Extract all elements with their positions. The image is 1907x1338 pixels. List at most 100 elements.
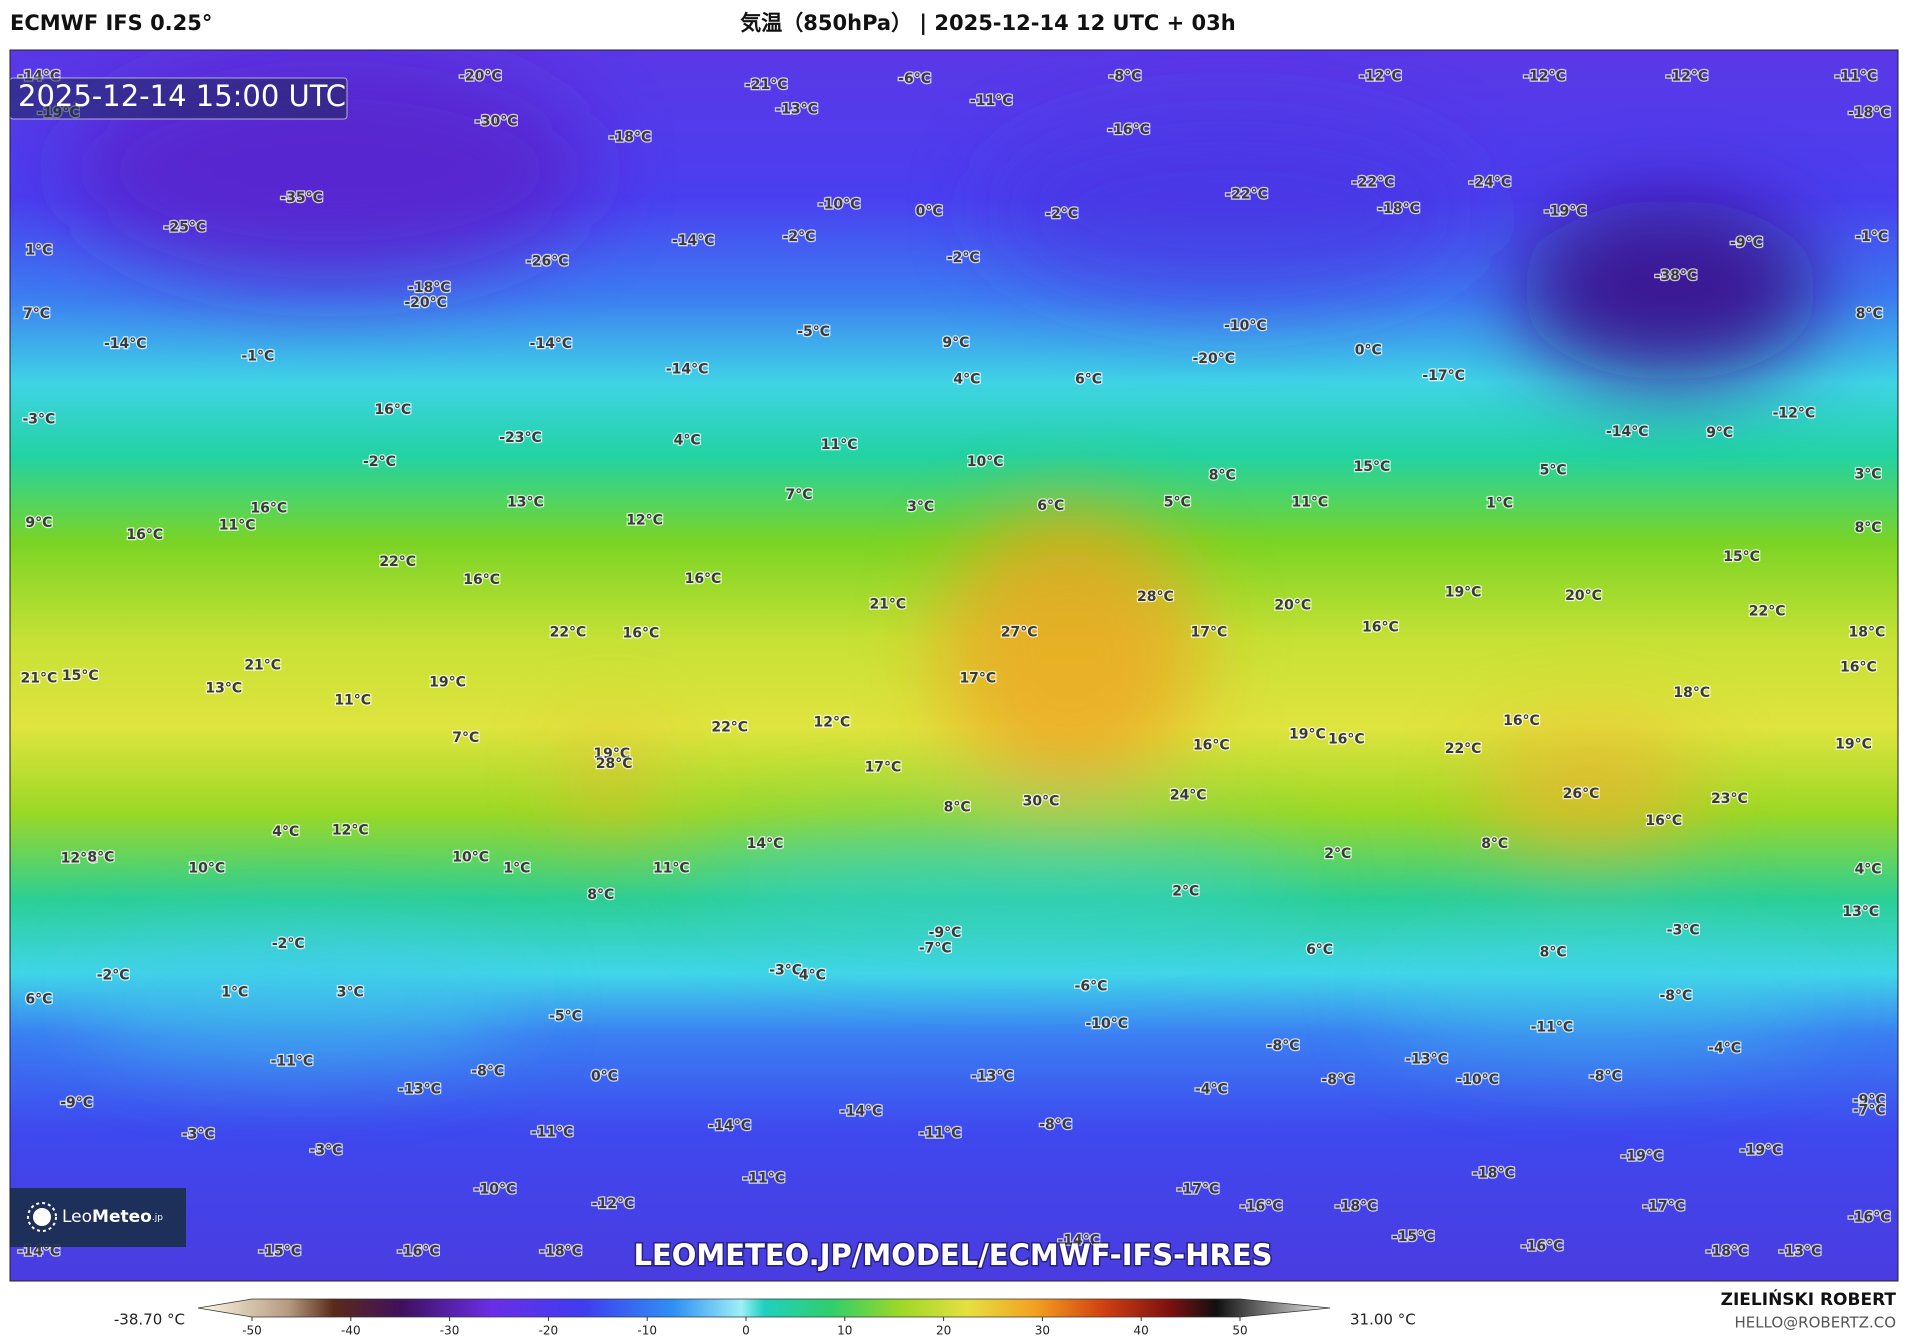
temperature-label: 12°C [332,823,369,839]
map: -14°C -19°C -20°C -21°C -6°C -8°C -12°C -12°C -1… [10,50,1898,1281]
temperature-label: 11°C [653,860,690,876]
temperature-label: 8°C [1855,520,1882,536]
temperature-label: 0°C [916,204,943,220]
temperature-label: -9°C [1853,1093,1886,1109]
temperature-label: 21°C [244,657,281,673]
temperature-label: 22°C [379,554,416,570]
temperature-label: 22°C [1749,604,1786,620]
temperature-label: -17°C [1642,1198,1685,1214]
colorbar-tick-label: 50 [1232,1324,1247,1338]
temperature-label: -18°C [1472,1166,1515,1182]
temperature-label: 6°C [25,992,52,1008]
map-frame [9,49,1899,1282]
temperature-label: 8°C [587,887,614,903]
temperature-label: 13°C [507,494,544,510]
temperature-label: -7°C [1853,1102,1886,1118]
temperature-label: 18°C [1848,624,1885,640]
temperature-label: -20°C [1192,351,1235,367]
temperature-label: 8°C [87,849,114,865]
temperature-label: 1°C [221,984,248,1000]
temperature-label: -24°C [1469,174,1512,190]
temperature-label: 14°C [747,836,784,852]
temperature-label: -12°C [1359,69,1402,85]
temperature-label: 4°C [799,967,826,983]
temperature-label: -13°C [775,101,818,117]
temperature-anomalies [70,60,1820,1060]
temperature-label: 4°C [272,824,299,840]
logo-rays [27,1202,57,1232]
temperature-label: 17°C [959,671,996,687]
temperature-label: -11°C [919,1125,962,1141]
colorbar-max: 31.00 °C [1350,1311,1416,1329]
temperature-label: -20°C [459,69,502,85]
temperature-label: 3°C [1855,466,1882,482]
colorbar-tick-label: 40 [1134,1324,1149,1338]
temperature-label: -12°C [592,1196,635,1212]
chart-title: 気温（850hPa） | 2025-12-14 12 UTC + 03h [740,11,1235,36]
temperature-label: -18°C [1848,105,1891,121]
temperature-label: -2°C [1045,206,1078,222]
temperature-label: 20°C [1274,598,1311,614]
time-box [10,77,348,120]
temperature-label: 16°C [126,527,163,543]
temperature-label: -11°C [970,93,1013,109]
colorbar-tick-label: -10 [637,1324,657,1338]
temperature-label: -2°C [272,936,305,952]
temperature-label: 0°C [591,1068,618,1084]
temperature-label: -14°C [840,1104,883,1120]
temperature-label: -11°C [1531,1020,1574,1036]
temperature-label: -22°C [1352,174,1395,190]
temperature-label: -16°C [1521,1239,1564,1255]
temperature-label: -8°C [1321,1072,1354,1088]
temperature-label: -14°C [530,336,573,352]
temperature-label: -12°C [1523,69,1566,85]
temperature-label: -23°C [499,430,542,446]
temperature-label: -13°C [971,1068,1014,1084]
temperature-label: -4°C [1195,1082,1228,1098]
temperature-label: -14°C [1057,1233,1100,1249]
temperature-label: 19°C [1289,727,1326,743]
temperature-label: -11°C [1835,69,1878,85]
colorbar-tick-label: -20 [539,1324,559,1338]
temperature-label: -9°C [929,925,962,941]
temperature-label: -18°C [539,1243,582,1259]
temperature-label: 19°C [593,746,630,762]
temperature-label: 6°C [1037,498,1064,514]
temperature-label: 15°C [1353,459,1390,475]
temperature-label: -16°C [1240,1198,1283,1214]
temperature-label: -8°C [1039,1117,1072,1133]
temperature-label: 26°C [1563,786,1600,802]
watermark: LEOMETEO.JP/MODEL/ECMWF-IFS-HRES [633,1238,1272,1272]
temperature-label: -8°C [1660,988,1693,1004]
temperature-label: 10°C [967,454,1004,470]
temperature-label: 12°C [61,851,98,867]
temperature-label: 16°C [1362,620,1399,636]
temperature-label: 19°C [429,674,466,690]
temperature-label: 16°C [1193,738,1230,754]
temperature-label: 11°C [219,517,256,533]
temperature-label: 21°C [869,596,906,612]
colorbar-tick-label: 20 [936,1324,951,1338]
temperature-label: -6°C [898,71,931,87]
temperature-label: 16°C [463,572,500,588]
temperature-label: 11°C [821,437,858,453]
temperature-label: -14°C [1606,424,1649,440]
temperature-label: -4°C [1708,1040,1741,1056]
temperature-label: -3°C [23,412,56,428]
temperature-label: 2°C [1324,846,1351,862]
temperature-label: -3°C [1667,922,1700,938]
temperature-label: -18°C [609,129,652,145]
temperature-label: -5°C [549,1009,582,1025]
temperature-label: 19°C [1445,584,1482,600]
temperature-label: -19°C [1740,1143,1783,1159]
temperature-label: 13°C [1842,904,1879,920]
temperature-label: -18°C [408,280,451,296]
temperature-label: -10°C [1224,318,1267,334]
temperature-label: 11°C [334,693,371,709]
temperature-label: 0°C [1355,342,1382,358]
temperature-label: -3°C [310,1143,343,1159]
temperature-label: -14°C [104,336,147,352]
temperature-label: 20°C [1565,588,1602,604]
